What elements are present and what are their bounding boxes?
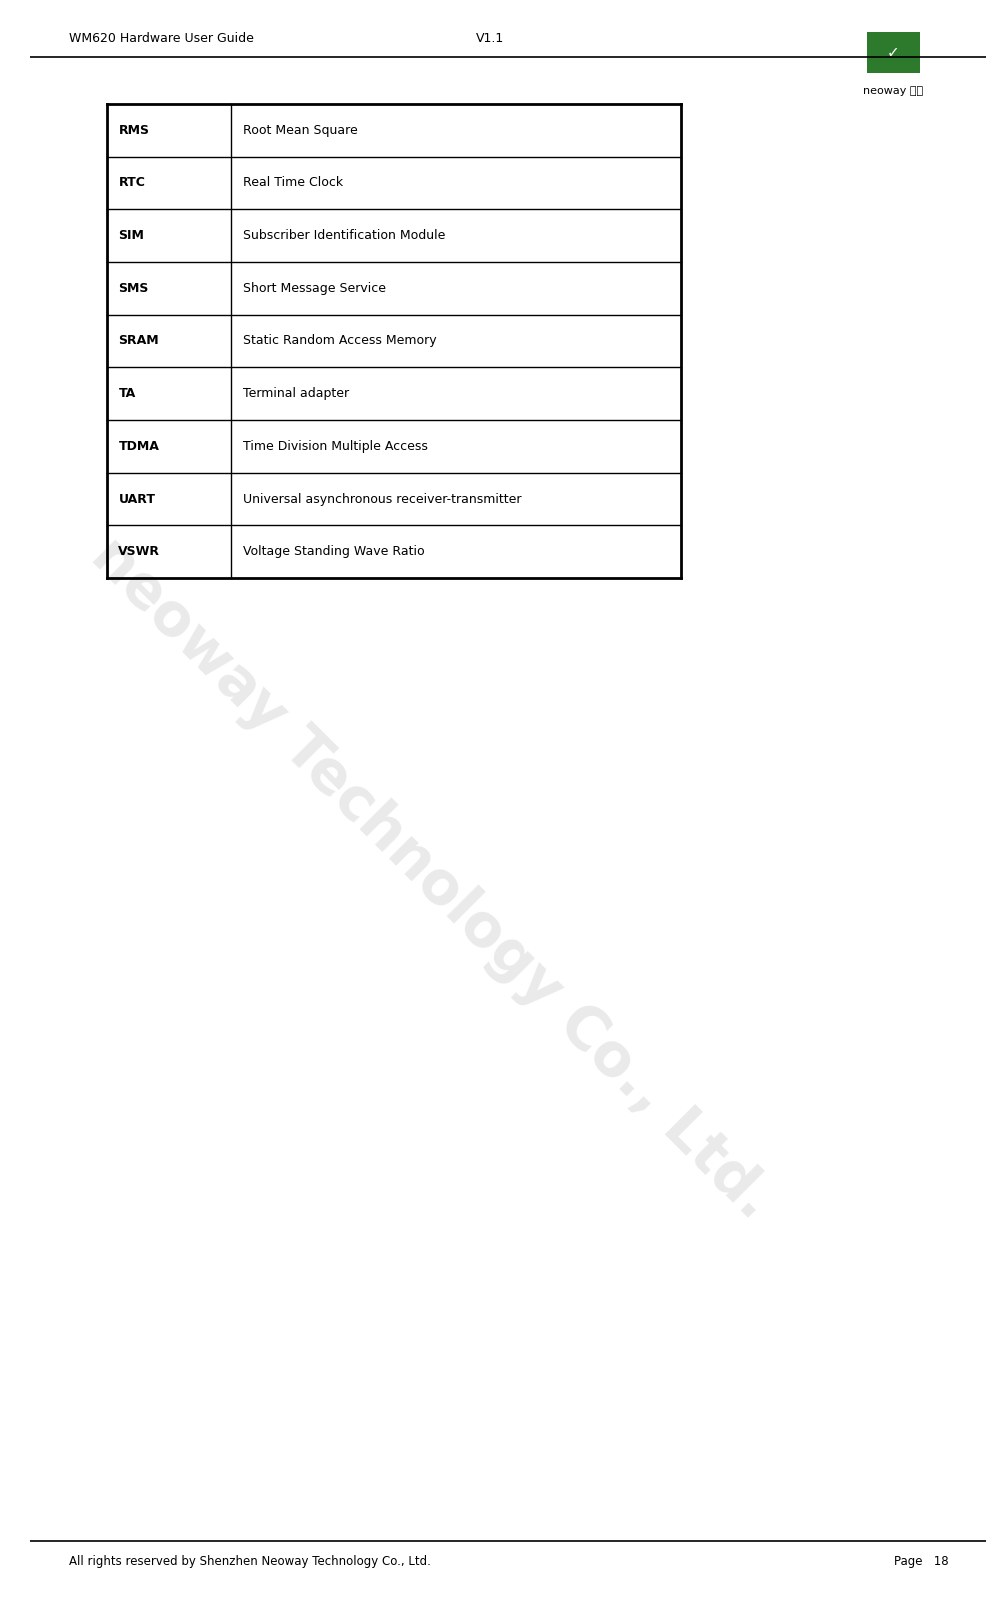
Text: RMS: RMS <box>118 123 149 137</box>
Text: ✓: ✓ <box>886 45 898 61</box>
Text: TDMA: TDMA <box>118 439 159 454</box>
FancyBboxPatch shape <box>867 32 919 73</box>
Text: Subscriber Identification Module: Subscriber Identification Module <box>243 228 445 243</box>
Text: RTC: RTC <box>118 176 145 190</box>
Text: UART: UART <box>118 492 155 506</box>
Text: TA: TA <box>118 386 135 401</box>
Text: Voltage Standing Wave Ratio: Voltage Standing Wave Ratio <box>243 545 424 559</box>
Text: WM620 Hardware User Guide: WM620 Hardware User Guide <box>69 32 253 45</box>
Text: Root Mean Square: Root Mean Square <box>243 123 357 137</box>
Text: Static Random Access Memory: Static Random Access Memory <box>243 334 436 348</box>
Text: Page   18: Page 18 <box>893 1555 948 1568</box>
Text: neoway 有方: neoway 有方 <box>863 86 922 96</box>
Text: SRAM: SRAM <box>118 334 159 348</box>
Text: SIM: SIM <box>118 228 144 243</box>
Text: neoway Technology Co., Ltd.: neoway Technology Co., Ltd. <box>81 527 783 1230</box>
Text: V1.1: V1.1 <box>475 32 503 45</box>
Text: Terminal adapter: Terminal adapter <box>243 386 349 401</box>
Text: Real Time Clock: Real Time Clock <box>243 176 342 190</box>
Text: Time Division Multiple Access: Time Division Multiple Access <box>243 439 427 454</box>
Text: SMS: SMS <box>118 281 149 295</box>
Text: VSWR: VSWR <box>118 545 161 559</box>
Text: Short Message Service: Short Message Service <box>243 281 386 295</box>
Text: Universal asynchronous receiver-transmitter: Universal asynchronous receiver-transmit… <box>243 492 521 506</box>
Text: All rights reserved by Shenzhen Neoway Technology Co., Ltd.: All rights reserved by Shenzhen Neoway T… <box>69 1555 430 1568</box>
